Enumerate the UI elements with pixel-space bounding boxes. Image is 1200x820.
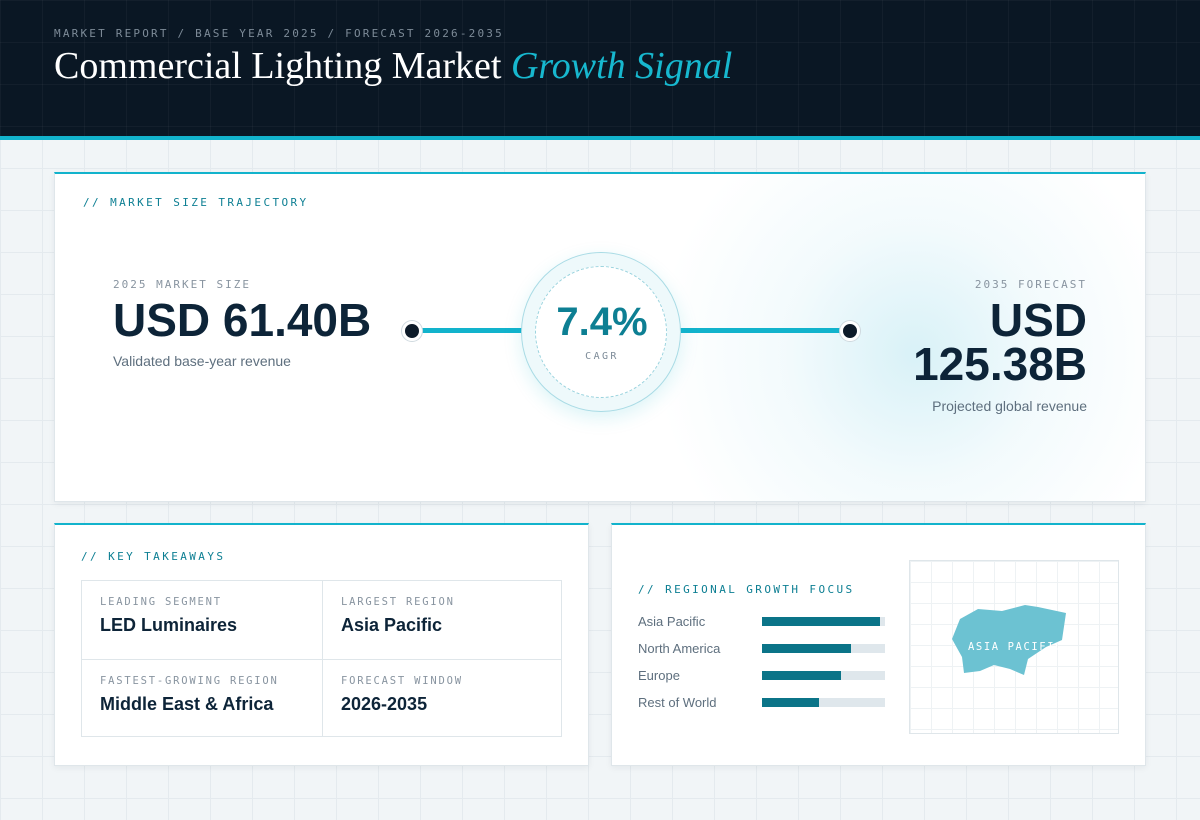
forecast-value: USD 125.38B	[913, 294, 1087, 390]
region-bar-track	[762, 671, 885, 680]
region-bar-name: Rest of World	[638, 695, 717, 710]
takeaway-forecast-window: FORECAST WINDOW 2026-2035	[322, 659, 562, 737]
page-title: Commercial Lighting Market Growth Signal	[54, 44, 732, 88]
section-label-regional: // REGIONAL GROWTH FOCUS	[638, 583, 855, 596]
takeaway-leading-segment: LEADING SEGMENT LED Luminaires	[82, 581, 322, 659]
takeaway-label: LEADING SEGMENT	[100, 596, 222, 608]
region-map: ASIA PACIFIC	[909, 560, 1119, 734]
report-header: MARKET REPORT / BASE YEAR 2025 / FORECAS…	[0, 0, 1200, 140]
forecast-caption: Projected global revenue	[932, 398, 1087, 414]
region-bar-fill	[762, 671, 841, 680]
takeaway-value: Middle East & Africa	[100, 694, 274, 714]
base-year-caption: Validated base-year revenue	[113, 353, 291, 369]
takeaways-grid: LEADING SEGMENT LED Luminaires LARGEST R…	[81, 580, 562, 737]
region-bar-track	[762, 644, 885, 653]
region-bar-row: Asia Pacific	[638, 612, 888, 630]
takeaway-value: Asia Pacific	[341, 615, 443, 635]
takeaway-label: FASTEST-GROWING REGION	[100, 675, 279, 687]
takeaway-fastest-growing-region: FASTEST-GROWING REGION Middle East & Afr…	[82, 659, 322, 737]
region-bar-name: Europe	[638, 668, 680, 683]
background-glow	[635, 174, 1145, 501]
cagr-inner-ring: 7.4% CAGR	[535, 266, 667, 398]
takeaway-value: LED Luminaires	[100, 615, 238, 635]
asia-pacific-map-shape	[952, 605, 1066, 675]
takeaway-value: 2026-2035	[341, 694, 428, 714]
region-bar-track	[762, 698, 885, 707]
trajectory-line-right	[665, 328, 851, 333]
region-bar-row: Rest of World	[638, 693, 888, 711]
takeaway-largest-region: LARGEST REGION Asia Pacific	[322, 581, 562, 659]
region-bar-fill	[762, 644, 851, 653]
region-bar-fill	[762, 617, 881, 626]
region-bar-row: North America	[638, 639, 888, 657]
regional-growth-card: // REGIONAL GROWTH FOCUS Asia Pacific No…	[611, 523, 1146, 766]
cagr-value: 7.4%	[556, 300, 648, 344]
region-bar-row: Europe	[638, 666, 888, 684]
section-label-trajectory: // MARKET SIZE TRAJECTORY	[83, 196, 309, 209]
region-bar-fill	[762, 698, 819, 707]
cagr-label: CAGR	[585, 351, 619, 362]
section-label-takeaways: // KEY TAKEAWAYS	[81, 550, 226, 563]
region-bar-name: Asia Pacific	[638, 614, 706, 629]
forecast-value-line1: USD	[989, 294, 1087, 346]
title-accent: Growth Signal	[510, 45, 733, 87]
market-size-card: // MARKET SIZE TRAJECTORY 2025 MARKET SI…	[54, 172, 1146, 502]
report-kicker: MARKET REPORT / BASE YEAR 2025 / FORECAS…	[54, 27, 504, 40]
base-year-value: USD 61.40B	[113, 294, 372, 346]
forecast-label: 2035 FORECAST	[974, 278, 1087, 291]
key-takeaways-card: // KEY TAKEAWAYS LEADING SEGMENT LED Lum…	[54, 523, 589, 766]
base-year-label: 2025 MARKET SIZE	[113, 278, 251, 291]
takeaway-label: LARGEST REGION	[341, 596, 455, 608]
end-point-marker	[840, 321, 860, 341]
cagr-badge: 7.4% CAGR	[521, 252, 681, 412]
map-region-label: ASIA PACIFIC	[968, 641, 1064, 653]
title-main: Commercial Lighting Market	[54, 45, 502, 87]
region-bar-track	[762, 617, 885, 626]
forecast-value-line2: 125.38B	[913, 338, 1087, 390]
start-point-marker	[402, 321, 422, 341]
takeaway-label: FORECAST WINDOW	[341, 675, 463, 687]
region-bar-name: North America	[638, 641, 721, 656]
trajectory-line-left	[413, 328, 539, 333]
